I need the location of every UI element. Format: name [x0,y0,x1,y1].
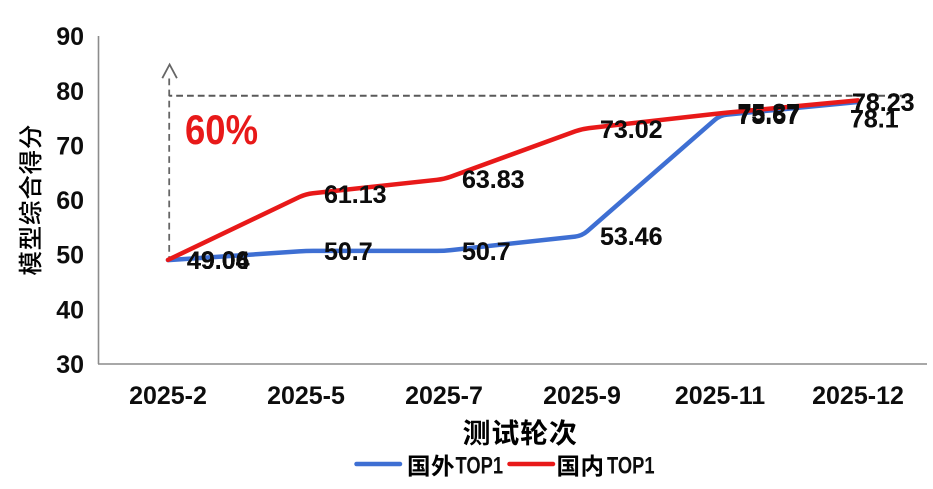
svg-text:78.23: 78.23 [852,89,915,117]
svg-text:70: 70 [56,132,84,160]
svg-text:63.83: 63.83 [462,166,525,194]
svg-text:49.06: 49.06 [187,247,250,275]
svg-text:80: 80 [56,78,84,106]
svg-text:90: 90 [56,23,84,51]
svg-text:61.13: 61.13 [324,181,387,209]
svg-text:2025-11: 2025-11 [675,382,765,410]
svg-text:TOP1: TOP1 [607,453,655,480]
svg-text:2025-12: 2025-12 [812,382,904,410]
svg-text:78.1: 78.1 [850,106,899,134]
svg-text:50: 50 [56,242,84,270]
svg-text:60: 60 [56,187,84,215]
svg-text:2025-7: 2025-7 [405,382,483,410]
svg-text:49.04: 49.04 [187,247,250,275]
svg-text:2025-2: 2025-2 [129,382,207,410]
svg-text:49.04: 49.04 [187,247,250,275]
svg-text:49.06: 49.06 [187,247,250,275]
svg-text:73.02: 73.02 [600,116,663,144]
svg-text:78.1: 78.1 [850,106,899,134]
svg-text:30: 30 [56,351,84,379]
svg-text:40: 40 [56,296,84,324]
svg-text:60%: 60% [185,106,258,153]
svg-text:75.67: 75.67 [738,102,801,130]
svg-text:2025-9: 2025-9 [543,382,621,410]
svg-text:2025-5: 2025-5 [267,382,345,410]
svg-text:75.87: 75.87 [738,99,801,127]
svg-text:78.23: 78.23 [852,89,915,117]
svg-text:50.7: 50.7 [462,238,511,266]
svg-text:53.46: 53.46 [600,223,663,251]
svg-text:50.7: 50.7 [324,238,373,266]
svg-text:TOP1: TOP1 [456,453,504,480]
svg-text:53.46: 53.46 [600,223,663,251]
